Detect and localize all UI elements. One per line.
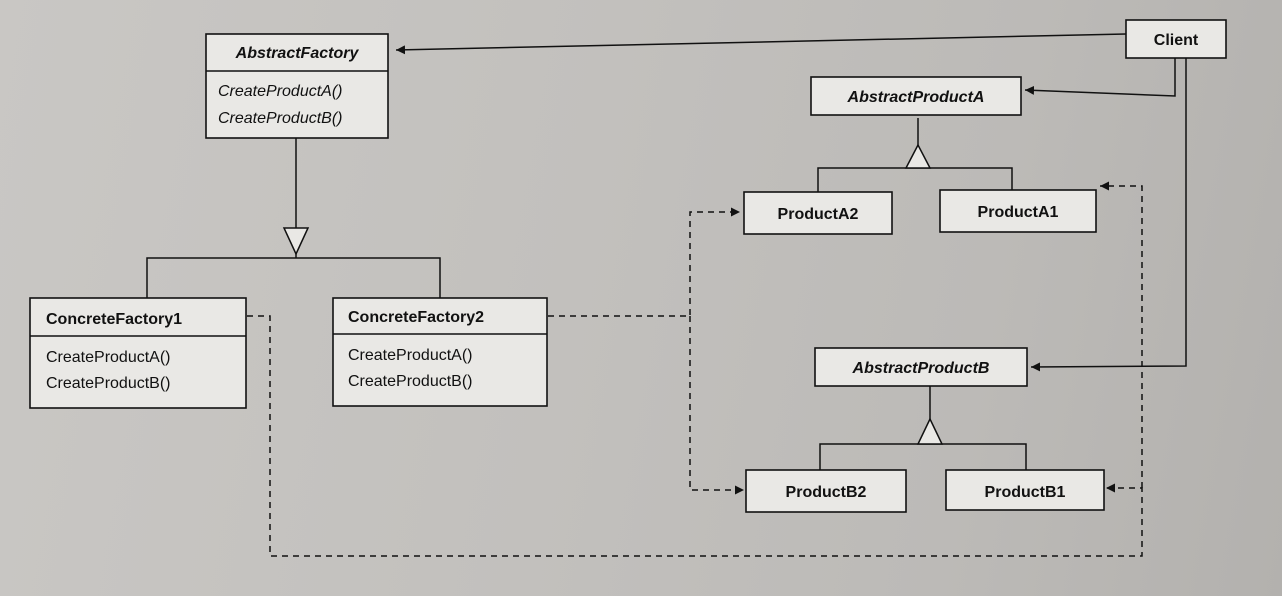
productb-inheritance (819, 386, 1027, 470)
concretefactory1-op-1: CreateProductA() (46, 349, 171, 366)
productb2-name: ProductB2 (786, 484, 867, 501)
class-productb2[interactable]: ProductB2 (745, 469, 907, 513)
class-abstractproducta[interactable]: AbstractProductA (810, 76, 1022, 116)
factory-inheritance-triangle (282, 227, 310, 256)
abstractproductb-name: AbstractProductB (852, 360, 990, 377)
abstractproducta-name: AbstractProductA (847, 89, 985, 106)
concretefactory2-to-productb2-dependency (689, 316, 744, 495)
abstractfactory-op-1: CreateProductA() (218, 83, 343, 100)
concretefactory2-name: ConcreteFactory2 (348, 309, 484, 326)
concretefactory2-to-producta2-dependency (548, 207, 740, 317)
class-productb1[interactable]: ProductB1 (945, 469, 1105, 511)
productb-inheritance-triangle (916, 417, 944, 445)
concretefactory1-op-2: CreateProductB() (46, 375, 171, 392)
client-name: Client (1154, 32, 1199, 49)
concretefactory1-name: ConcreteFactory1 (46, 311, 182, 328)
producta1-name: ProductA1 (978, 204, 1059, 221)
producta-inheritance (817, 118, 1013, 192)
class-abstractproductb[interactable]: AbstractProductB (814, 347, 1028, 387)
producta2-name: ProductA2 (778, 206, 859, 223)
client-to-abstractproductb-association (1030, 58, 1187, 372)
concretefactory1-to-producta1-dependency (1100, 181, 1143, 488)
concretefactory2-op-2: CreateProductB() (348, 373, 473, 390)
class-concretefactory1[interactable]: ConcreteFactory1 CreateProductA() Create… (29, 297, 247, 409)
abstractfactory-op-2: CreateProductB() (218, 110, 343, 127)
productb1-name: ProductB1 (985, 484, 1066, 501)
client-to-abstractproducta-association (1024, 58, 1176, 97)
class-abstractfactory[interactable]: AbstractFactory CreateProductA() CreateP… (205, 33, 389, 139)
class-producta2[interactable]: ProductA2 (743, 191, 893, 235)
producta-inheritance-triangle (904, 143, 932, 169)
abstractfactory-name: AbstractFactory (235, 45, 360, 62)
class-producta1[interactable]: ProductA1 (939, 189, 1097, 233)
class-concretefactory2[interactable]: ConcreteFactory2 CreateProductA() Create… (332, 297, 548, 407)
concretefactory2-op-1: CreateProductA() (348, 347, 473, 364)
factory-inheritance (146, 138, 441, 300)
concretefactory1-to-productb1-dependency (247, 315, 1143, 557)
class-client[interactable]: Client (1125, 19, 1227, 59)
client-to-abstractfactory-association (395, 33, 1127, 55)
